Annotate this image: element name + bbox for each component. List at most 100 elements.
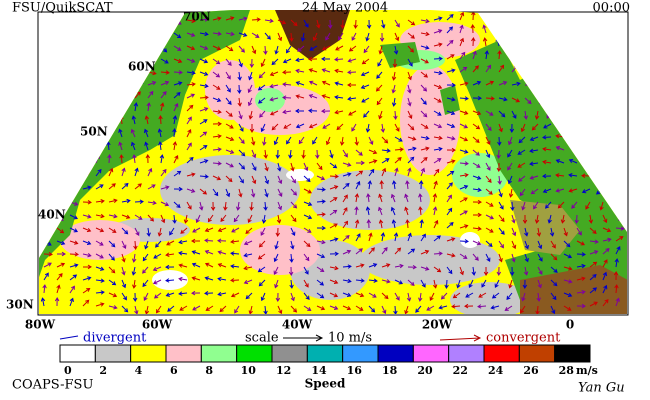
wind-vector bbox=[192, 227, 201, 233]
wind-vector bbox=[339, 136, 345, 146]
wind-vector bbox=[418, 193, 423, 203]
wind-vector bbox=[212, 134, 222, 139]
wind-vector bbox=[329, 185, 339, 190]
wind-vector bbox=[545, 201, 552, 209]
wind-vector bbox=[407, 32, 415, 39]
wind-vector bbox=[245, 292, 253, 300]
wind-vector bbox=[131, 266, 137, 276]
wind-vector bbox=[153, 253, 162, 259]
wind-vector bbox=[433, 123, 443, 129]
wind-vector bbox=[537, 266, 543, 275]
wind-vector bbox=[472, 162, 481, 168]
wind-vector bbox=[251, 45, 257, 55]
wind-vector bbox=[378, 45, 383, 55]
wind-vector bbox=[334, 68, 344, 74]
footer-right: Yan Gu bbox=[578, 381, 625, 396]
wind-vector bbox=[258, 97, 266, 104]
wind-vector bbox=[576, 227, 582, 236]
wind-vector bbox=[186, 156, 194, 164]
wind-vector bbox=[509, 266, 515, 276]
wind-vector bbox=[225, 16, 235, 21]
wind-vector bbox=[56, 284, 61, 294]
wind-vector bbox=[290, 214, 297, 223]
lat-label: 70N bbox=[183, 10, 211, 24]
wind-vector bbox=[219, 305, 227, 313]
wind-vector bbox=[381, 19, 386, 29]
wind-vector bbox=[205, 305, 214, 311]
wind-vector bbox=[225, 175, 233, 183]
wind-vector bbox=[238, 188, 243, 198]
wind-vector bbox=[484, 50, 489, 60]
wind-vector bbox=[497, 175, 502, 185]
wind-vector bbox=[321, 68, 331, 73]
wind-vector bbox=[563, 227, 568, 237]
wind-vector bbox=[407, 84, 412, 94]
wind-vector bbox=[459, 136, 469, 142]
wind-vector bbox=[407, 156, 415, 164]
colorbar-label: 24 bbox=[488, 364, 504, 377]
wind-vector bbox=[471, 266, 476, 276]
wind-vector bbox=[121, 227, 129, 235]
wind-vector bbox=[264, 188, 269, 198]
wind-vector bbox=[485, 253, 491, 262]
wind-vector bbox=[316, 305, 326, 311]
wind-vector bbox=[394, 136, 403, 142]
wind-vector bbox=[392, 58, 398, 68]
wind-vector bbox=[419, 219, 424, 229]
wind-vector bbox=[347, 82, 357, 88]
wind-vector bbox=[238, 58, 243, 68]
wind-vector bbox=[342, 234, 350, 242]
colorbar-cell bbox=[59, 344, 96, 363]
wind-vector bbox=[433, 180, 438, 190]
wind-vector bbox=[191, 250, 201, 255]
wind-vector bbox=[354, 193, 360, 203]
wind-vector bbox=[465, 292, 474, 298]
wind-vector bbox=[498, 214, 505, 223]
wind-vector bbox=[107, 154, 112, 164]
wind-vector bbox=[497, 136, 502, 146]
wind-vector bbox=[355, 160, 365, 166]
wind-vector bbox=[288, 149, 293, 159]
wind-vector bbox=[133, 240, 138, 250]
wind-vector bbox=[456, 279, 461, 289]
wind-vector bbox=[263, 201, 268, 211]
wind-vector bbox=[420, 167, 426, 177]
wind-vector bbox=[308, 123, 318, 129]
wind-vector bbox=[145, 154, 151, 164]
wind-vector bbox=[108, 183, 116, 190]
wind-vector bbox=[363, 45, 370, 54]
wind-vector bbox=[589, 273, 597, 281]
wind-vector bbox=[132, 279, 137, 289]
wind-vector bbox=[407, 167, 412, 177]
wind-vector bbox=[498, 188, 503, 198]
wind-vector bbox=[231, 227, 240, 233]
wind-vector bbox=[485, 175, 492, 184]
wind-vector bbox=[134, 91, 141, 99]
wind-vector bbox=[261, 214, 267, 224]
wind-vector bbox=[543, 123, 552, 129]
wind-vector bbox=[316, 199, 326, 204]
wind-vector bbox=[381, 292, 389, 300]
wind-vector bbox=[147, 81, 157, 86]
wind-vector bbox=[446, 182, 453, 190]
wind-vector bbox=[329, 237, 339, 242]
wind-vector bbox=[550, 253, 558, 261]
colorbar-cell bbox=[94, 344, 132, 363]
wind-vector bbox=[95, 168, 102, 177]
wind-vector bbox=[355, 180, 361, 190]
wind-vector bbox=[274, 240, 279, 250]
wind-vector bbox=[108, 227, 117, 233]
wind-vector bbox=[238, 136, 245, 144]
wind-vector bbox=[204, 250, 214, 255]
wind-vector bbox=[376, 71, 383, 79]
wind-vector bbox=[199, 174, 209, 179]
wind-vector bbox=[472, 175, 482, 180]
wind-vector bbox=[212, 58, 221, 65]
wind-vector bbox=[407, 279, 415, 286]
wind-vector bbox=[303, 279, 309, 288]
wind-vector bbox=[303, 162, 309, 172]
wind-vector bbox=[290, 201, 298, 209]
wind-vector bbox=[325, 32, 331, 41]
wind-vector bbox=[183, 214, 189, 224]
wind-vector bbox=[143, 128, 149, 138]
